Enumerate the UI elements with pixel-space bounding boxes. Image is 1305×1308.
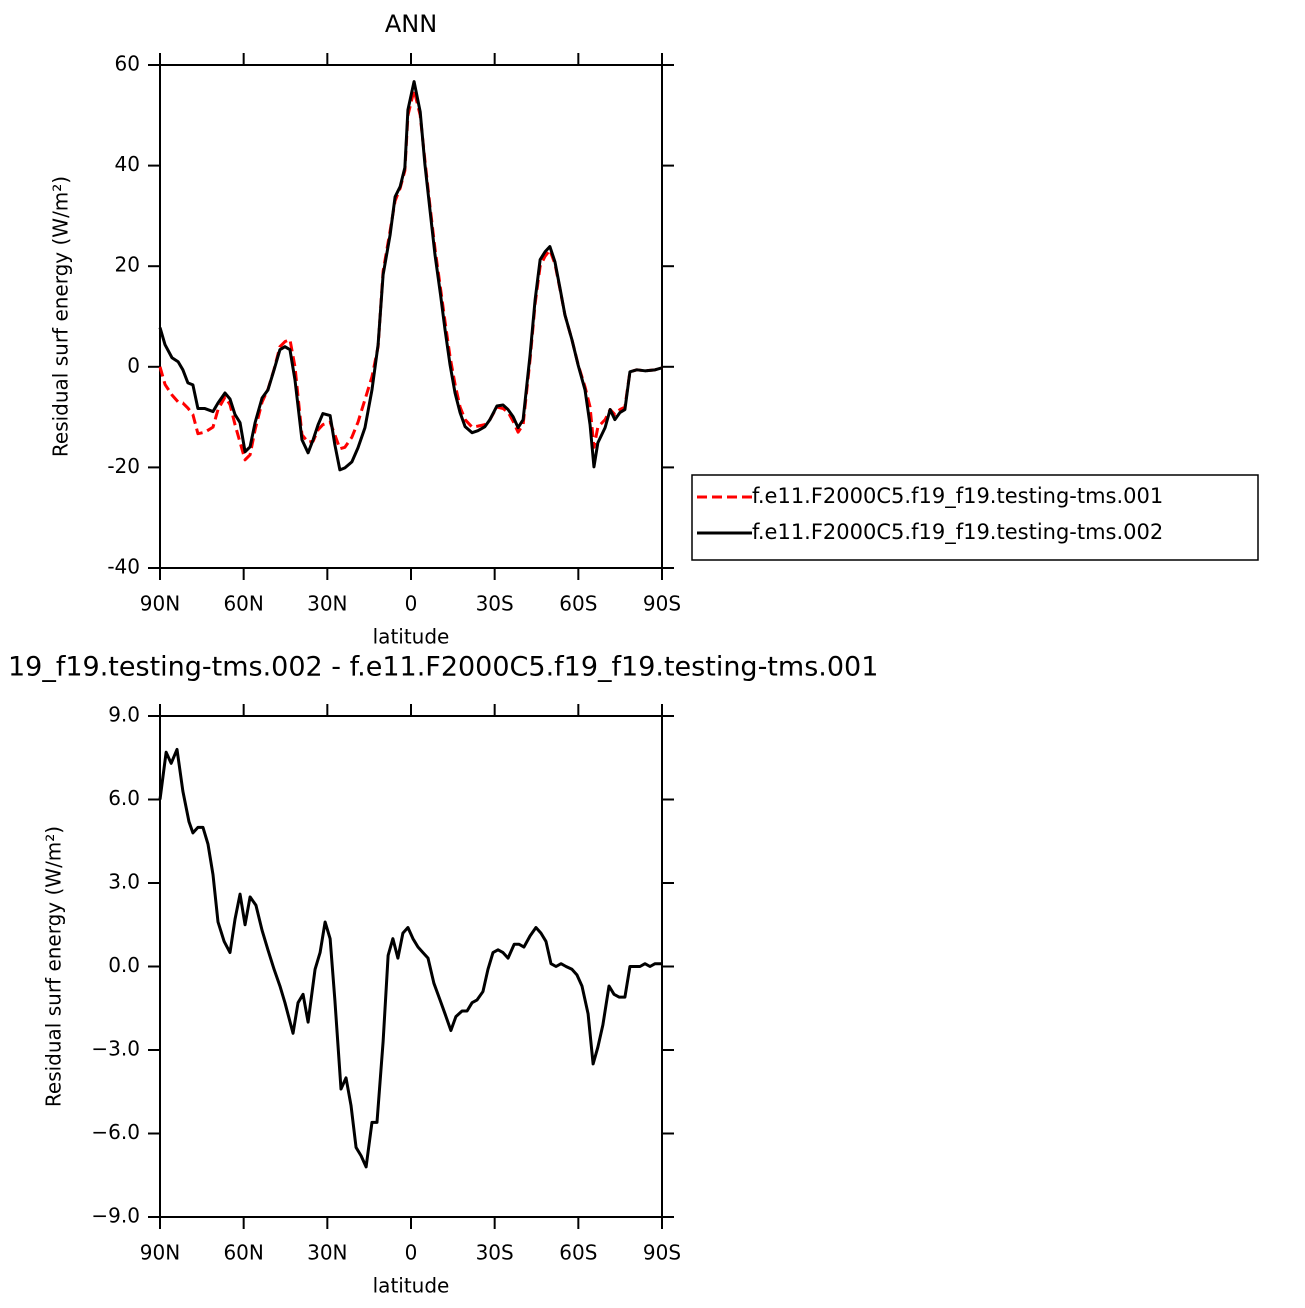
y-tick-label: 20 bbox=[115, 253, 140, 277]
y-tick-label: 40 bbox=[115, 152, 140, 176]
y-tick-label: −3.0 bbox=[91, 1037, 140, 1061]
y-tick-label: 0.0 bbox=[108, 953, 140, 977]
y-tick-label: 60 bbox=[115, 52, 140, 76]
x-tick-label: 30S bbox=[476, 592, 514, 616]
plot-frame bbox=[159, 64, 663, 569]
x-tick-label: 90S bbox=[643, 592, 681, 616]
x-tick-label: 0 bbox=[405, 1241, 418, 1265]
y-axis-label: Residual surf energy (W/m²) bbox=[42, 826, 66, 1107]
x-tick-label: 60S bbox=[559, 592, 597, 616]
data-line bbox=[158, 80, 663, 472]
x-tick-label: 90N bbox=[140, 592, 180, 616]
plot-frame bbox=[159, 715, 663, 1218]
x-tick-label: 30N bbox=[307, 1241, 347, 1265]
x-tick-label: 60N bbox=[223, 592, 263, 616]
y-axis-label: Residual surf energy (W/m²) bbox=[49, 176, 73, 457]
chart-title: 19_f19.testing-tms.002 - f.e11.F2000C5.f… bbox=[8, 652, 878, 683]
x-axis-label: latitude bbox=[373, 1274, 450, 1298]
y-tick-label: 6.0 bbox=[108, 786, 140, 810]
y-tick-label: 0 bbox=[127, 353, 140, 377]
x-tick-label: 30N bbox=[307, 592, 347, 616]
x-tick-label: 90S bbox=[643, 1241, 681, 1265]
y-tick-label: −6.0 bbox=[91, 1120, 140, 1144]
x-tick-label: 30S bbox=[476, 1241, 514, 1265]
y-tick-label: -40 bbox=[107, 555, 140, 579]
x-tick-label: 60S bbox=[559, 1241, 597, 1265]
legend-box bbox=[691, 474, 1259, 561]
x-tick-label: 0 bbox=[405, 592, 418, 616]
y-tick-label: 9.0 bbox=[108, 703, 140, 727]
y-tick-label: 3.0 bbox=[108, 870, 140, 894]
y-tick-label: −9.0 bbox=[91, 1204, 140, 1228]
legend-label: f.e11.F2000C5.f19_f19.testing-tms.001 bbox=[752, 484, 1163, 509]
y-tick-label: -20 bbox=[107, 454, 140, 478]
x-tick-label: 60N bbox=[223, 1241, 263, 1265]
chart-title: ANN bbox=[385, 10, 437, 38]
x-tick-label: 90N bbox=[140, 1241, 180, 1265]
data-line bbox=[158, 747, 662, 1169]
legend-label: f.e11.F2000C5.f19_f19.testing-tms.002 bbox=[752, 520, 1163, 545]
x-axis-label: latitude bbox=[373, 625, 450, 649]
